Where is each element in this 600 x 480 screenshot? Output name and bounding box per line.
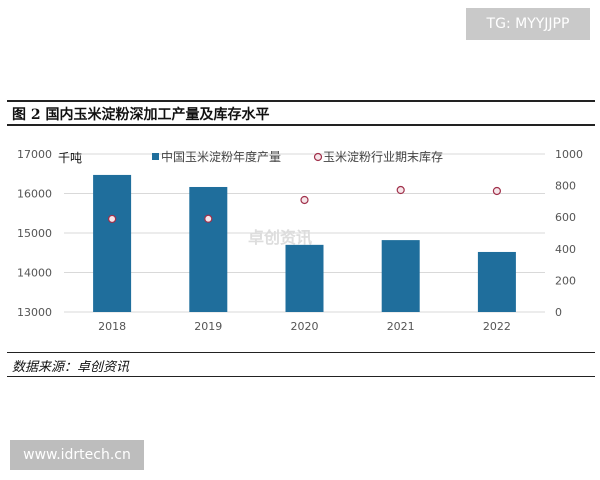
source-text: 数据来源：卓创资讯	[12, 360, 130, 375]
y-left-tick-label: 15000	[17, 227, 52, 240]
bar-2019	[189, 186, 228, 312]
chart-title: 图 2 国内玉米淀粉深加工产量及库存水平	[12, 107, 270, 123]
watermark-tg: TG: MYYJJPP	[466, 8, 590, 40]
source-top-rule	[7, 352, 595, 353]
x-tick-label: 2022	[483, 320, 511, 333]
point-2018	[107, 214, 117, 224]
x-tick-label: 2018	[98, 320, 126, 333]
watermark-site: www.idrtech.cn	[10, 440, 144, 470]
bar-2021	[381, 240, 420, 312]
bar-2020	[285, 244, 324, 312]
bar-2022	[477, 251, 516, 312]
y-right-tick-label: 200	[555, 274, 576, 287]
point-2021	[396, 185, 405, 195]
legend-bar-label: 中国玉米淀粉年度产量	[161, 149, 281, 164]
point-2020	[300, 195, 309, 205]
y-left-tick-label: 17000	[17, 148, 52, 161]
x-tick-label: 2020	[291, 320, 319, 333]
legend-point-marker	[313, 152, 323, 162]
point-2019	[204, 214, 213, 223]
chart-watermark: 卓创资讯	[248, 228, 312, 247]
y-right-tick-label: 1000	[555, 148, 583, 161]
legend-point-label: 玉米淀粉行业期末库存	[323, 149, 443, 164]
y-left-tick-label: 16000	[17, 188, 52, 201]
bar-2018	[93, 174, 132, 312]
y-left-tick-label: 14000	[17, 267, 52, 280]
legend-bar-marker	[152, 153, 159, 160]
y-right-tick-label: 600	[555, 211, 576, 224]
title-top-rule	[7, 100, 595, 102]
unit-label: 千吨	[58, 151, 82, 165]
y-right-tick-label: 400	[555, 243, 576, 256]
x-tick-label: 2021	[387, 320, 415, 333]
title-bottom-rule	[7, 124, 595, 126]
y-right-tick-label: 800	[555, 180, 576, 193]
point-2022	[492, 186, 501, 196]
y-left-tick-label: 13000	[17, 306, 52, 319]
source-bottom-rule	[7, 376, 595, 377]
x-tick-label: 2019	[194, 320, 222, 333]
y-right-tick-label: 0	[555, 306, 562, 319]
